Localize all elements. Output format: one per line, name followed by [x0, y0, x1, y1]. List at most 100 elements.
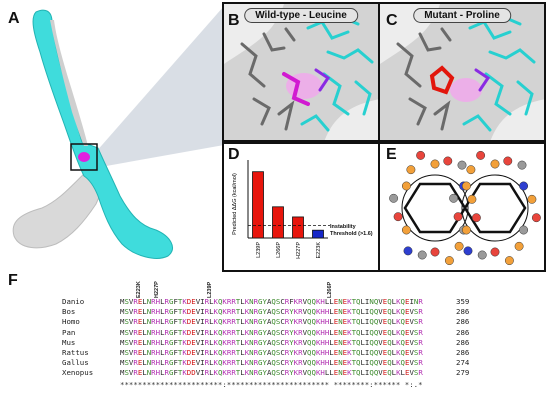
species-name: Xenopus: [62, 368, 94, 378]
panel-label-e: E: [386, 146, 397, 163]
species-name: Rattus: [62, 348, 89, 358]
wildtype-structure: [224, 4, 378, 140]
residue-left-11: [403, 246, 413, 256]
residue-left-1: [443, 156, 453, 166]
sequence-count: 279: [456, 368, 470, 378]
bar-e223k: [312, 229, 324, 239]
residue-right-11: [463, 246, 473, 256]
grey-helix-strip: [50, 20, 88, 146]
residue-left-0: [430, 159, 440, 169]
residue-right-2: [517, 160, 527, 170]
sequence-count: 286: [456, 348, 470, 358]
panel-label-c: C: [386, 12, 398, 29]
ddg-bar-chart: Predicted ΔΔG (kcal/mol) L239P L266P H227P…: [232, 160, 330, 259]
residue-left-15: [401, 181, 411, 191]
residue-right-0: [490, 159, 500, 169]
bar-l266p: [272, 206, 284, 239]
residue-right-10: [477, 250, 487, 260]
sequence-row: MSVRELNRHLRGFTKDEVIRLKQKRRTLKNRGYAQSCRYK…: [120, 307, 423, 317]
protein-structure-full: [12, 6, 224, 259]
sequence-count: 274: [456, 358, 470, 368]
mutation-label-l239p: L239P: [207, 281, 213, 298]
sequence-count: 286: [456, 307, 470, 317]
tick-label-l239p: L239P: [256, 242, 262, 258]
wheel-hexagon-left: [403, 182, 467, 234]
panel-label-d: D: [228, 146, 240, 163]
mutation-label-h227p: H227P: [153, 281, 160, 298]
zoom-wedge: [95, 6, 224, 168]
species-name: Homo: [62, 317, 80, 327]
residue-right-5: [531, 213, 541, 223]
residue-right-15: [461, 181, 471, 191]
mutant-title: Mutant - Proline: [413, 8, 511, 23]
mutation-label-e223k: E223K: [135, 281, 142, 298]
residue-left-4: [467, 194, 477, 204]
sequence-count: 286: [456, 337, 470, 347]
alignment-consensus: ***********************:****************…: [120, 380, 423, 389]
alignment-sequences: MSVRELNRHLRGFTKDEVIRLKQKRRTLKNRGYAQSCRFK…: [120, 297, 423, 379]
species-name: Bos: [62, 307, 76, 317]
panel-e-helical-wheels: [378, 142, 546, 272]
helical-wheel-diagram: [389, 150, 541, 266]
residue-right-7: [514, 241, 524, 251]
residue-right-13: [453, 212, 463, 222]
residue-right-8: [504, 256, 514, 266]
residue-right-1: [503, 156, 513, 166]
species-name: Gallus: [62, 358, 89, 368]
wheel-circle-left: [401, 174, 469, 242]
sequence-row: MSVRELNRHLRGFTKDEVIRLKQKRRTLKNRGYAQSCRYK…: [120, 348, 423, 358]
bar-h227p: [292, 216, 304, 239]
residue-left-13: [393, 212, 403, 222]
panel-label-b: B: [228, 12, 240, 29]
y-axis-label: Predicted ΔΔG (kcal/mol): [232, 173, 238, 235]
panel-b-wildtype: Wild-type - Leucine: [222, 2, 380, 142]
residue-right-9: [490, 247, 500, 257]
tick-label-h227p: H227P: [296, 242, 302, 259]
alignment-species: Danio Bos Homo Pan Mus Rattus Gallus Xenopus: [62, 297, 93, 379]
residue-right-16: [466, 165, 476, 175]
grey-chain: [12, 169, 105, 249]
species-name: Mus: [62, 337, 76, 347]
sequence-count: 286: [456, 317, 470, 327]
mutation-label-l266p: L266P: [327, 281, 334, 298]
mutation-site-highlight: [78, 152, 90, 162]
selection-box: [70, 143, 98, 171]
wheel-hexagon-right: [463, 182, 527, 234]
residue-right-14: [449, 193, 459, 203]
residue-left-10: [417, 250, 427, 260]
residue-left-7: [454, 241, 464, 251]
bar-l239p: [252, 171, 264, 239]
wheel-circle-right: [461, 174, 529, 242]
sequence-row: MSVRELNRHLRGFTKDEVIRLKQKRRTLKNRGYAQSCRYK…: [120, 358, 423, 368]
sequence-row: MSVRELNRHLRGFTKDEVIRLKQKRRTLKNRGYAQSCRYK…: [120, 327, 423, 337]
residue-left-2: [457, 160, 467, 170]
panel-c-mutant: Mutant - Proline: [378, 2, 546, 142]
tick-label-e223k: E223K: [316, 242, 322, 259]
residue-left-17: [416, 150, 426, 160]
panel-d-chart: Predicted ΔΔG (kcal/mol) L239P L266P H227P…: [222, 142, 380, 272]
residue-left-9: [430, 247, 440, 257]
wildtype-title: Wild-type - Leucine: [244, 8, 358, 23]
sequence-count: 286: [456, 327, 470, 337]
tick-label-l266p: L266P: [276, 242, 282, 258]
residue-right-12: [461, 225, 471, 235]
residue-right-6: [519, 225, 529, 235]
residue-left-14: [389, 193, 399, 203]
panel-label-f: F: [8, 272, 18, 289]
residue-left-16: [406, 165, 416, 175]
residue-left-5: [471, 213, 481, 223]
residue-right-4: [527, 194, 537, 204]
species-name: Danio: [62, 297, 85, 306]
residue-left-12: [401, 225, 411, 235]
sequence-row: MSVRELNRHLRGFTKDEVIRLKQKRRTLKNRGYAQSCRFK…: [120, 297, 423, 306]
sequence-count: 359: [456, 297, 470, 306]
threshold-label: Instability Threshold (>1.6): [330, 224, 373, 237]
residue-left-8: [444, 256, 454, 266]
alignment-counts: 359 286 286 286 286 286 274 279: [456, 297, 469, 379]
sequence-row: MSVRELNRHLRGFTKDEVIRLKQKRRTLKNRGYAQSCRYK…: [120, 317, 423, 327]
residue-right-17: [476, 150, 486, 160]
sequence-row: MSVRELNRHLRGFTKDDVIRLKQKRRTLKNRGYAQSCRYK…: [120, 368, 423, 378]
mutant-structure: [380, 4, 544, 140]
panel-label-a: A: [8, 10, 20, 27]
